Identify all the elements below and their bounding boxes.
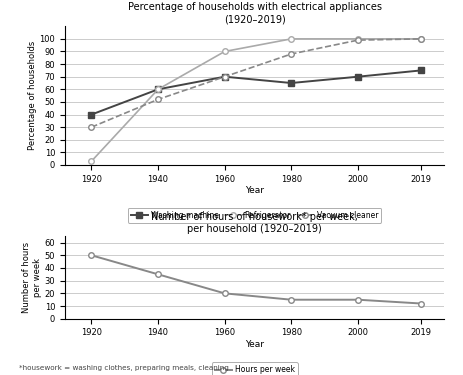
X-axis label: Year: Year (245, 186, 264, 195)
Y-axis label: Number of hours
per week: Number of hours per week (22, 242, 42, 313)
Legend: Hours per week: Hours per week (212, 362, 298, 375)
Title: Number of hours of housework* per week,
per household (1920–2019): Number of hours of housework* per week, … (151, 213, 358, 234)
Legend: Washing machine, Refrigerator, Vacuum cleaner: Washing machine, Refrigerator, Vacuum cl… (128, 208, 382, 223)
Title: Percentage of households with electrical appliances
(1920–2019): Percentage of households with electrical… (128, 3, 382, 24)
Text: *housework = washing clothes, preparing meals, cleaning: *housework = washing clothes, preparing … (19, 365, 228, 371)
X-axis label: Year: Year (245, 340, 264, 349)
Y-axis label: Percentage of households: Percentage of households (28, 41, 37, 150)
